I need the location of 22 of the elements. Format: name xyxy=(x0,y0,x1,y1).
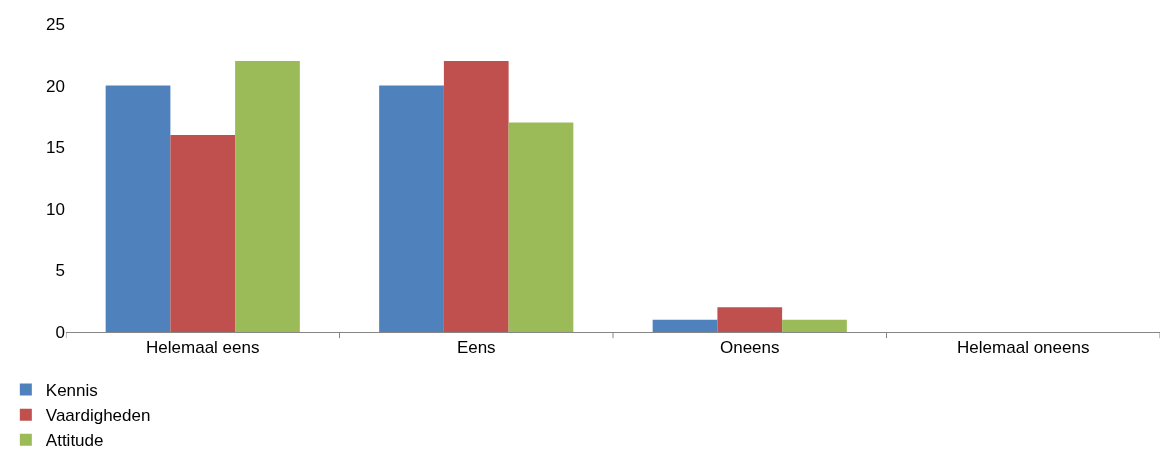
y-tick-label: 5 xyxy=(55,261,65,281)
y-tick-label: 0 xyxy=(55,322,65,342)
bar xyxy=(105,85,171,332)
legend-label: Attitude xyxy=(45,431,104,451)
bar xyxy=(508,122,574,332)
bar xyxy=(170,134,236,332)
legend-label: Kennis xyxy=(45,381,98,401)
y-tick-label: 20 xyxy=(46,76,65,96)
x-tick-label: Oneens xyxy=(719,338,780,358)
x-tick-label: Helemaal eens xyxy=(146,338,260,358)
legend-label: Vaardigheden xyxy=(45,406,151,426)
x-tick-label: Eens xyxy=(456,338,496,358)
y-tick-label: 10 xyxy=(46,199,65,219)
y-tick-label: 15 xyxy=(46,138,65,158)
x-tick-label: Helemaal oneens xyxy=(957,338,1090,358)
bar xyxy=(717,307,783,332)
bar xyxy=(443,60,509,332)
bar xyxy=(235,60,300,332)
bar xyxy=(782,319,847,332)
y-tick-label: 25 xyxy=(46,14,65,34)
bar xyxy=(652,319,718,332)
bar xyxy=(379,85,444,332)
